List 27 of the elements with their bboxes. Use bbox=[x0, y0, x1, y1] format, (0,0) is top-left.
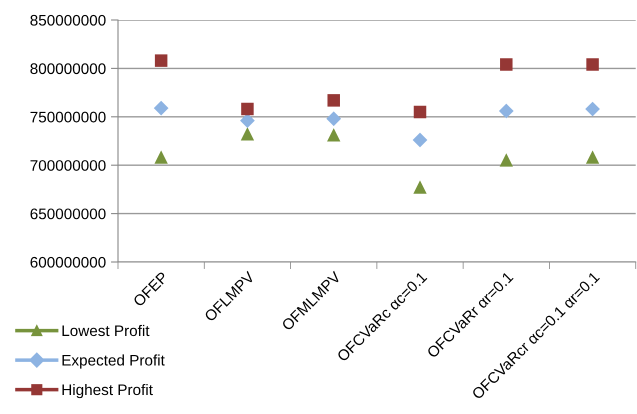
point bbox=[154, 151, 168, 164]
legend-label: Expected Profit bbox=[62, 354, 165, 369]
point bbox=[241, 128, 254, 140]
y-tick-label: 850000000 bbox=[30, 14, 106, 26]
point bbox=[154, 101, 168, 116]
point bbox=[241, 102, 254, 116]
point bbox=[154, 54, 168, 67]
point bbox=[327, 94, 340, 107]
y-tick-label: 750000000 bbox=[30, 112, 106, 122]
legend-label: Lowest Profit bbox=[62, 324, 150, 336]
point bbox=[586, 58, 599, 71]
y-tick-label: 800000000 bbox=[30, 63, 106, 74]
point bbox=[326, 112, 341, 126]
y-tick-label: 600000000 bbox=[30, 256, 106, 268]
point bbox=[499, 104, 514, 118]
point bbox=[414, 181, 426, 194]
y-tick-label: 650000000 bbox=[30, 208, 106, 220]
point bbox=[586, 151, 599, 164]
point bbox=[240, 114, 255, 128]
point bbox=[327, 128, 340, 142]
point bbox=[500, 58, 513, 71]
point bbox=[586, 102, 600, 116]
point bbox=[412, 132, 428, 148]
legend-label: Highest Profit bbox=[62, 384, 153, 398]
point bbox=[500, 154, 513, 167]
point bbox=[414, 106, 426, 118]
y-tick-label: 700000000 bbox=[30, 160, 106, 171]
